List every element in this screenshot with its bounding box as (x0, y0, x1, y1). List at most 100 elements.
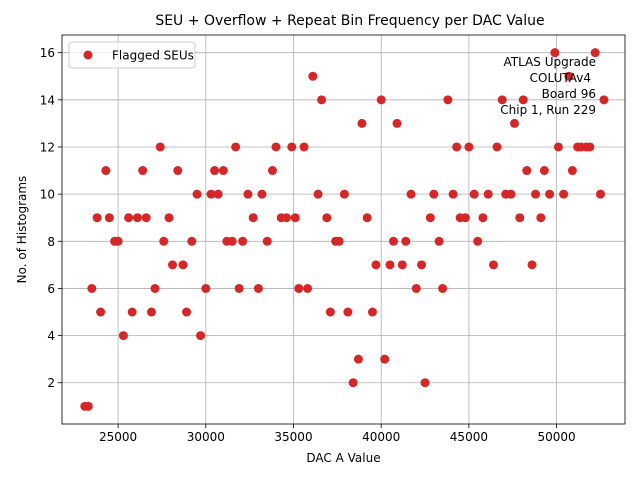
data-point (182, 307, 192, 317)
data-point (443, 95, 453, 105)
data-point (380, 354, 390, 364)
data-point (460, 213, 470, 223)
data-point (585, 142, 595, 152)
data-point (362, 213, 372, 223)
legend-box (68, 41, 196, 69)
data-point (124, 213, 134, 223)
data-point (488, 260, 498, 270)
data-point (353, 354, 363, 364)
data-point (411, 283, 421, 293)
plot-area-frame (61, 34, 626, 425)
data-point (164, 213, 174, 223)
y-tick-label: 6 (47, 282, 55, 296)
data-point (196, 331, 206, 341)
data-point (101, 166, 111, 176)
x-tick-label: 45000 (450, 430, 488, 444)
data-point (434, 236, 444, 246)
legend: Flagged SEUs (68, 41, 196, 69)
data-point (567, 166, 577, 176)
data-point (187, 236, 197, 246)
data-point (564, 71, 574, 81)
data-point (559, 189, 569, 199)
data-point (420, 378, 430, 388)
y-tick-label: 12 (40, 140, 55, 154)
data-point (308, 71, 318, 81)
data-point (392, 118, 402, 128)
data-point (227, 236, 237, 246)
data-point (376, 95, 386, 105)
data-point (294, 283, 304, 293)
x-tick-label: 50000 (538, 430, 576, 444)
data-point (536, 213, 546, 223)
data-point (515, 213, 525, 223)
y-tick-label: 4 (47, 329, 55, 343)
data-point (113, 236, 123, 246)
data-point (213, 189, 223, 199)
data-point (545, 189, 555, 199)
x-tick-label: 25000 (99, 430, 137, 444)
data-point (492, 142, 502, 152)
data-point (388, 236, 398, 246)
data-point (478, 213, 488, 223)
data-point (343, 307, 353, 317)
legend-marker (83, 50, 93, 60)
data-point (303, 283, 313, 293)
data-point (539, 166, 549, 176)
data-point (317, 95, 327, 105)
data-point (348, 378, 358, 388)
data-point (527, 260, 537, 270)
data-point (438, 283, 448, 293)
chart-title: SEU + Overflow + Repeat Bin Frequency pe… (155, 13, 544, 29)
data-point (371, 260, 381, 270)
legend-label: Flagged SEUs (112, 49, 194, 63)
x-tick-label: 30000 (187, 430, 225, 444)
data-point (83, 401, 93, 411)
data-point (518, 95, 528, 105)
x-tick-label: 40000 (362, 430, 400, 444)
data-point (590, 48, 600, 58)
data-point (201, 283, 211, 293)
data-point (173, 166, 183, 176)
data-point (448, 189, 458, 199)
data-point (464, 142, 474, 152)
annotation-line-2: COLUTAv4 (530, 71, 591, 85)
y-tick-label: 14 (40, 93, 55, 107)
data-point (334, 236, 344, 246)
data-point (155, 142, 165, 152)
y-tick-label: 10 (40, 188, 55, 202)
data-point (452, 142, 462, 152)
data-point (281, 213, 291, 223)
data-point (425, 213, 435, 223)
data-point (322, 213, 332, 223)
data-point (210, 166, 220, 176)
data-point (483, 189, 493, 199)
data-point (253, 283, 263, 293)
y-tick-label: 8 (47, 235, 55, 249)
data-point (357, 118, 367, 128)
data-point (325, 307, 335, 317)
data-point (473, 236, 483, 246)
data-point (367, 307, 377, 317)
data-point (531, 189, 541, 199)
annotation-line-1: ATLAS Upgrade (503, 55, 596, 69)
data-point (429, 189, 439, 199)
data-point (141, 213, 151, 223)
data-point (550, 48, 560, 58)
y-axis-label: No. of Histograms (15, 176, 29, 284)
data-point (192, 189, 202, 199)
data-points (80, 48, 609, 411)
data-point (92, 213, 102, 223)
data-point (159, 236, 169, 246)
data-point (262, 236, 272, 246)
data-point (595, 189, 605, 199)
data-point (290, 213, 300, 223)
data-point (522, 166, 532, 176)
data-point (248, 213, 258, 223)
data-point (231, 142, 241, 152)
data-point (243, 189, 253, 199)
data-point (497, 95, 507, 105)
data-point (96, 307, 106, 317)
data-point (553, 142, 563, 152)
